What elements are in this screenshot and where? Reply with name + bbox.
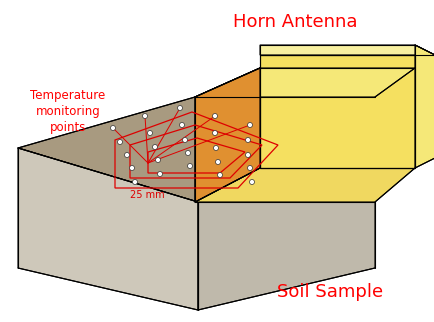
Circle shape — [147, 130, 152, 136]
Polygon shape — [414, 45, 434, 168]
Polygon shape — [194, 68, 414, 97]
Circle shape — [215, 159, 220, 165]
Circle shape — [212, 113, 217, 118]
Circle shape — [132, 179, 137, 185]
Polygon shape — [194, 168, 414, 202]
Text: 25 mm: 25 mm — [130, 190, 164, 200]
Polygon shape — [18, 148, 197, 310]
Polygon shape — [197, 150, 374, 310]
Circle shape — [212, 130, 217, 136]
Circle shape — [117, 139, 122, 145]
Circle shape — [245, 153, 250, 157]
Circle shape — [152, 145, 157, 149]
Polygon shape — [260, 45, 434, 55]
Circle shape — [129, 166, 134, 171]
Polygon shape — [260, 55, 414, 168]
Circle shape — [124, 153, 129, 157]
Text: Temperature
monitoring
points: Temperature monitoring points — [30, 90, 105, 135]
Circle shape — [187, 164, 192, 168]
Circle shape — [182, 137, 187, 143]
Circle shape — [249, 179, 254, 185]
Text: 40 mm: 40 mm — [257, 177, 292, 187]
Circle shape — [247, 122, 252, 128]
Circle shape — [185, 150, 190, 156]
Circle shape — [110, 126, 115, 130]
Text: Horn Antenna: Horn Antenna — [232, 13, 356, 31]
Circle shape — [213, 146, 218, 150]
Circle shape — [177, 106, 182, 110]
Circle shape — [217, 173, 222, 177]
Circle shape — [179, 122, 184, 128]
Polygon shape — [18, 97, 374, 202]
Polygon shape — [194, 68, 414, 97]
Circle shape — [157, 172, 162, 176]
Circle shape — [247, 166, 252, 171]
Circle shape — [155, 157, 160, 163]
Polygon shape — [194, 68, 260, 202]
Circle shape — [142, 113, 147, 118]
Circle shape — [245, 137, 250, 143]
Polygon shape — [194, 68, 260, 202]
Text: 30 mm: 30 mm — [267, 155, 302, 165]
Text: Soil Sample: Soil Sample — [276, 283, 382, 301]
Text: 30 mm: 30 mm — [267, 165, 302, 175]
